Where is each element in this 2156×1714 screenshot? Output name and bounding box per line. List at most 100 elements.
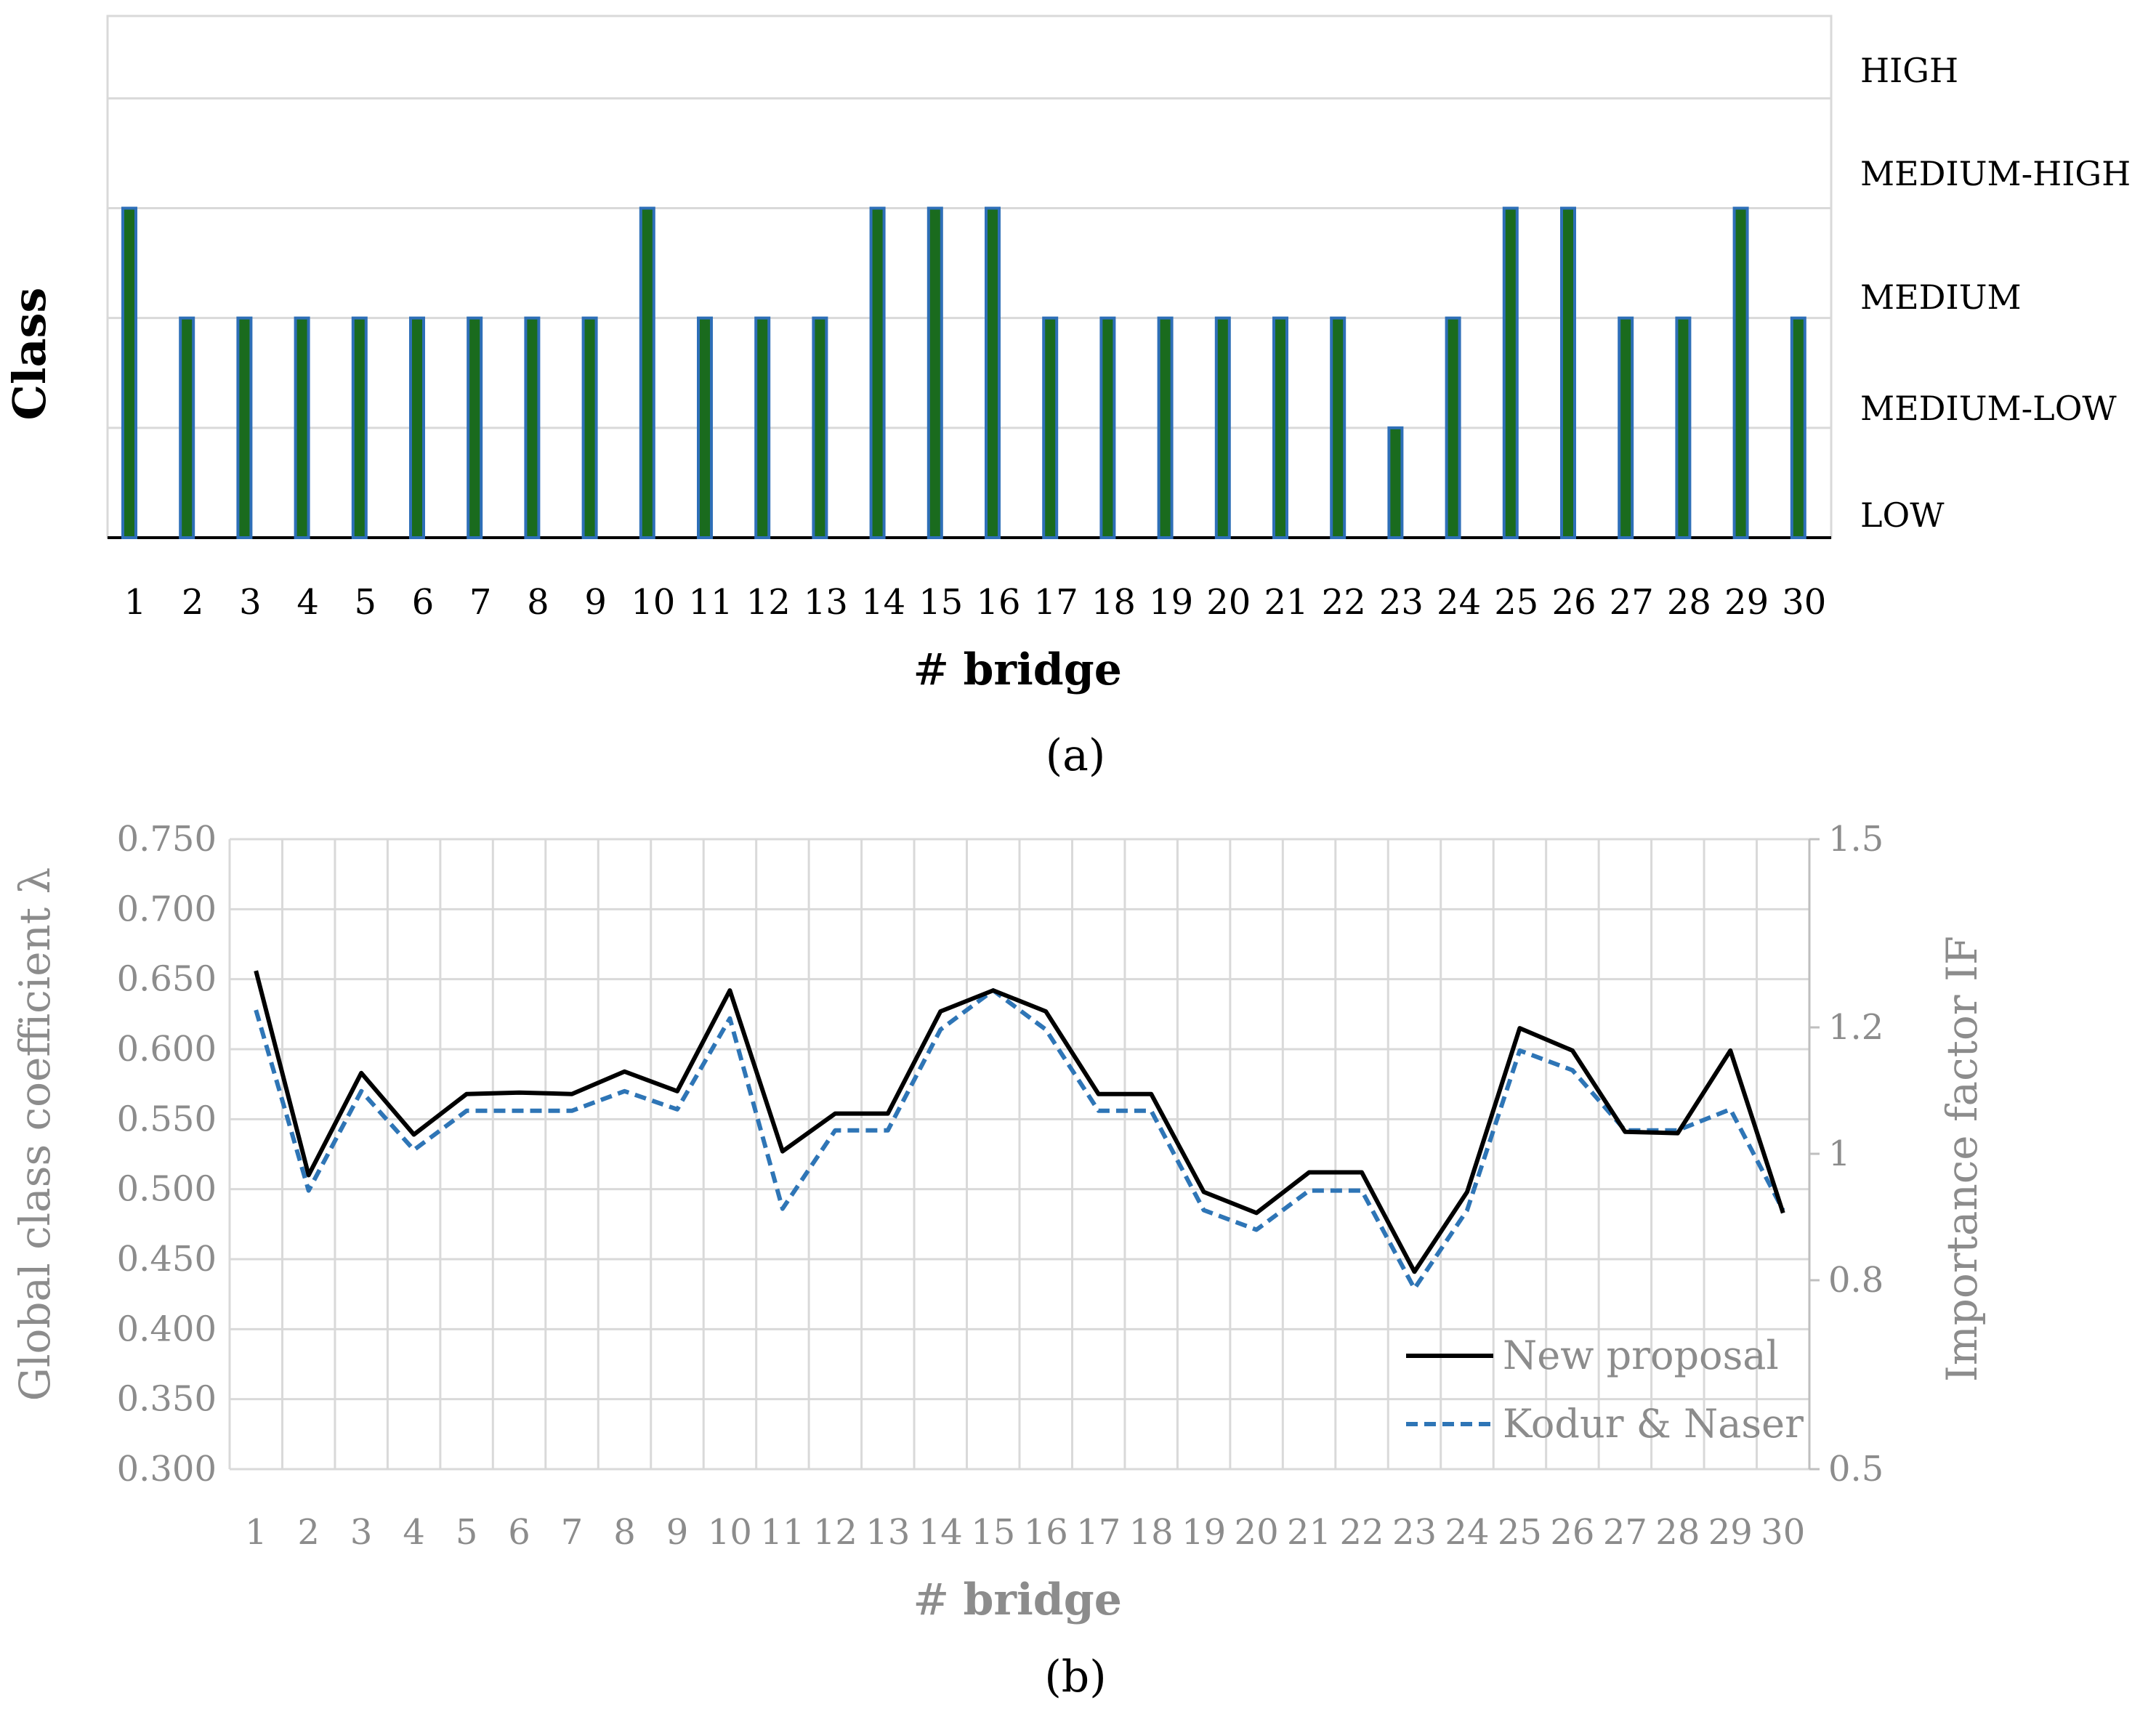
panel-b-right-tick: 0.5: [1828, 1449, 1884, 1489]
panel-a-x-tick: 27: [1610, 582, 1654, 623]
bar-bridge-18: [1099, 316, 1116, 539]
bar-bridge-29: [1732, 206, 1749, 539]
panel-a-x-tick: 28: [1667, 582, 1711, 623]
panel-b-x-tick: 6: [508, 1512, 530, 1553]
panel-b-x-tick: 12: [813, 1512, 857, 1553]
panel-a-x-tick: 3: [239, 582, 262, 623]
class-label: MEDIUM: [1860, 278, 2022, 317]
bar-bridge-1: [121, 206, 137, 539]
panel-b-left-tick: 0.600: [117, 1029, 217, 1070]
panel-b-x-tick: 7: [561, 1512, 584, 1553]
panel-a-x-tick: 17: [1034, 582, 1078, 623]
bar-bridge-5: [351, 316, 368, 539]
bar-bridge-6: [409, 316, 425, 539]
panel-b-x-tick: 22: [1339, 1512, 1384, 1553]
panel-a-x-tick: 9: [584, 582, 607, 623]
panel-b-x-tick: 18: [1129, 1512, 1174, 1553]
panel-b-x-tick: 10: [708, 1512, 752, 1553]
panel-a-x-tick: 19: [1149, 582, 1193, 623]
panel-a-x-tick: 7: [469, 582, 492, 623]
panel-b-y-axis-label: Global class coefficient λ: [10, 868, 60, 1402]
panel-b: 0.300 0.350 0.400 0.450 0.500 0.550 0.600 0.650…: [10, 819, 1987, 1702]
panel-b-x-tick: 19: [1182, 1512, 1226, 1553]
panel-a-x-tick: 11: [688, 582, 732, 623]
panel-a-x-tick: 30: [1782, 582, 1826, 623]
bar-bridge-8: [524, 316, 541, 539]
bar-bridge-28: [1675, 316, 1692, 539]
bar-bridge-23: [1387, 426, 1404, 539]
panel-a-x-tick: 26: [1551, 582, 1596, 623]
class-label: MEDIUM-LOW: [1860, 389, 2117, 428]
panel-a-bars: [121, 206, 1806, 539]
panel-a-x-tick: 10: [631, 582, 675, 623]
panel-a-x-tick: 6: [412, 582, 435, 623]
legend-label-new-proposal: New proposal: [1503, 1333, 1779, 1378]
class-label: LOW: [1860, 496, 1945, 535]
bar-bridge-16: [985, 206, 1001, 539]
panel-b-x-tick: 8: [613, 1512, 636, 1553]
panel-b-left-tick: 0.450: [117, 1239, 217, 1280]
panel-b-x-tick-labels: 1 2 3 4 5 6 7 8 9 10 11 12 13 14 15 16 17 18 19 20 21 22 23 24 2…: [245, 1512, 1805, 1553]
bar-bridge-22: [1330, 316, 1347, 539]
panel-a-x-tick: 20: [1206, 582, 1251, 623]
panel-b-series: [254, 970, 1785, 1291]
bar-bridge-15: [926, 206, 943, 539]
panel-a-x-tick: 8: [527, 582, 549, 623]
panel-a-label: (a): [1046, 730, 1106, 781]
panel-b-left-tick: 0.500: [117, 1169, 217, 1210]
panel-b-x-tick: 11: [760, 1512, 804, 1553]
panel-a-x-tick: 5: [355, 582, 377, 623]
panel-a-x-tick: 15: [918, 582, 963, 623]
panel-a-x-tick: 12: [746, 582, 791, 623]
panel-b-x-tick: 28: [1655, 1512, 1700, 1553]
panel-b-x-tick: 27: [1603, 1512, 1647, 1553]
panel-a-x-tick: 24: [1437, 582, 1481, 623]
class-label: MEDIUM-HIGH: [1860, 154, 2131, 193]
panel-b-right-tick: 1.2: [1828, 1007, 1884, 1048]
panel-b-left-tick: 0.750: [117, 819, 217, 860]
panel-b-right-tick: 0.8: [1828, 1260, 1884, 1301]
panel-b-x-tick: 13: [865, 1512, 910, 1553]
panel-a-x-tick: 23: [1379, 582, 1424, 623]
panel-b-x-axis-label-prefix: #: [913, 1574, 949, 1625]
panel-b-x-tick: 16: [1024, 1512, 1068, 1553]
panel-b-label: (b): [1044, 1652, 1106, 1702]
bar-bridge-4: [294, 316, 310, 539]
panel-a-x-tick: 22: [1322, 582, 1366, 623]
legend-label-kodur-naser: Kodur & Naser: [1503, 1401, 1804, 1447]
panel-b-left-tick-labels: 0.300 0.350 0.400 0.450 0.500 0.550 0.600 0.650…: [117, 819, 217, 1489]
class-label: HIGH: [1860, 51, 1958, 90]
panel-b-x-tick: 4: [403, 1512, 425, 1553]
panel-b-x-axis-label-bold: bridge: [963, 1574, 1121, 1625]
panel-b-x-axis-label: # bridge: [913, 1574, 1122, 1625]
panel-b-x-tick: 1: [245, 1512, 267, 1553]
panel-b-left-tick: 0.350: [117, 1379, 217, 1420]
panel-b-x-tick: 2: [297, 1512, 320, 1553]
panel-a-x-axis-label: # bridge: [913, 644, 1122, 695]
bar-bridge-19: [1157, 316, 1174, 539]
panel-a-x-tick-labels: 1 2 3 4 5 6 7 8 9 10 11 12 13 14 15 16 17 18 19 20 21 22 23 24 2…: [124, 582, 1827, 623]
panel-a-x-tick: 13: [804, 582, 848, 623]
panel-b-x-tick: 21: [1287, 1512, 1331, 1553]
panel-b-x-tick: 26: [1550, 1512, 1594, 1553]
panel-b-x-tick: 5: [456, 1512, 478, 1553]
panel-a-x-axis-label-prefix: #: [913, 644, 949, 695]
bar-bridge-21: [1272, 316, 1288, 539]
panel-a-x-tick: 14: [861, 582, 905, 623]
panel-a-x-tick: 18: [1091, 582, 1136, 623]
panel-b-x-tick: 25: [1498, 1512, 1542, 1553]
panel-a-x-tick: 16: [976, 582, 1020, 623]
bar-bridge-12: [754, 316, 771, 539]
panel-b-left-tick: 0.300: [117, 1449, 217, 1489]
bar-bridge-17: [1042, 316, 1059, 539]
bar-bridge-30: [1790, 316, 1806, 539]
panel-a-x-tick: 21: [1264, 582, 1308, 623]
bar-bridge-27: [1618, 316, 1634, 539]
panel-b-y2-axis-label: Importance factor IF: [1937, 936, 1987, 1382]
bar-bridge-26: [1560, 206, 1576, 539]
panel-b-x-tick: 23: [1392, 1512, 1437, 1553]
panel-a-gridlines: [106, 15, 1833, 539]
bar-bridge-13: [812, 316, 828, 539]
